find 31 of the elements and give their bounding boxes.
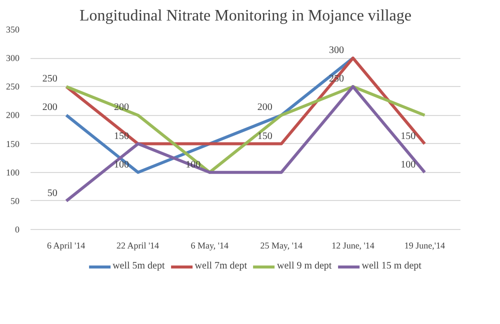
y-tick-label: 200 (6, 110, 20, 120)
y-tick-label: 250 (6, 82, 20, 92)
y-tick-label: 50 (10, 196, 20, 206)
x-tick-label: 25 May, '14 (260, 240, 303, 250)
y-tick-label: 0 (15, 224, 20, 234)
data-label: 300 (329, 45, 344, 56)
data-label: 50 (47, 188, 58, 199)
data-label: 200 (257, 102, 272, 114)
legend-label: well 7m dept (194, 260, 247, 272)
chart-title: Longitudinal Nitrate Monitoring in Mojance village (80, 8, 412, 24)
data-label: 100 (400, 159, 416, 170)
data-label: 100 (114, 159, 129, 170)
line-series (64, 85, 426, 202)
y-tick-label: 300 (6, 53, 20, 64)
x-tick-label: 12 June, '14 (332, 240, 375, 250)
y-tick-label: 150 (6, 138, 20, 149)
legend-label: well 9 m dept (277, 260, 332, 272)
data-label: 150 (257, 130, 272, 142)
legend-label: well 15 m dept (362, 260, 422, 272)
data-label: 150 (114, 130, 129, 142)
x-tick-label: 6 April '14 (47, 240, 86, 250)
x-tick-label: 19 June,'14 (404, 240, 446, 250)
data-label: 150 (400, 130, 416, 142)
data-label: 250 (42, 74, 58, 85)
y-tick-label: 100 (6, 167, 20, 178)
y-tick-label: 350 (6, 24, 20, 34)
x-tick-label: 6 May, '14 (190, 240, 230, 250)
x-tick-label: 22 April '14 (116, 240, 160, 250)
data-label: 200 (42, 102, 58, 114)
legend-label: well 5m dept (112, 260, 165, 272)
data-label: 100 (186, 159, 201, 170)
